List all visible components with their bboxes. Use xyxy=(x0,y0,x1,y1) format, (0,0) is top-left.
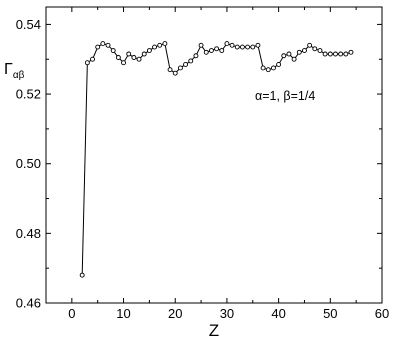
data-point xyxy=(234,44,240,50)
y-axis-title-subscript: αβ xyxy=(13,70,25,81)
x-tick-label: 40 xyxy=(271,306,285,321)
y-tick-label: 0.46 xyxy=(16,296,41,311)
data-point xyxy=(281,53,287,59)
y-tick-label: 0.54 xyxy=(16,17,41,32)
data-point xyxy=(183,62,189,67)
data-point xyxy=(152,44,158,50)
data-point xyxy=(307,42,313,48)
data-point xyxy=(136,56,142,62)
data-point xyxy=(110,48,116,53)
plot-frame xyxy=(45,6,383,304)
data-point xyxy=(219,48,225,53)
data-point xyxy=(255,42,261,48)
x-axis-title: Z xyxy=(209,321,219,340)
x-tick-label: 50 xyxy=(323,306,337,321)
data-point xyxy=(291,56,297,62)
data-point xyxy=(270,65,276,71)
data-point xyxy=(333,51,338,57)
data-point xyxy=(343,51,349,57)
y-tick-label: 0.52 xyxy=(16,87,41,102)
data-point xyxy=(157,42,163,48)
data-point xyxy=(90,56,95,62)
data-point xyxy=(115,55,121,60)
data-point xyxy=(79,272,85,278)
y-axis-title-main: Γ xyxy=(4,61,13,78)
data-point xyxy=(162,41,168,47)
data-point xyxy=(229,42,235,48)
data-point xyxy=(84,60,90,66)
data-point xyxy=(131,55,137,60)
data-point xyxy=(296,49,302,55)
data-point xyxy=(167,67,173,73)
data-point xyxy=(203,49,209,55)
data-point xyxy=(338,51,344,57)
data-point xyxy=(276,62,282,67)
annotation-parameters: α=1, β=1/4 xyxy=(255,89,315,103)
data-point xyxy=(188,58,194,64)
data-point xyxy=(265,67,271,73)
data-point xyxy=(348,49,354,55)
data-point xyxy=(312,46,318,52)
data-point xyxy=(208,48,214,53)
x-tick-label: 10 xyxy=(116,306,130,321)
data-point xyxy=(260,65,266,71)
data-point xyxy=(146,48,152,53)
y-tick-label: 0.50 xyxy=(16,156,41,171)
data-point xyxy=(198,42,204,48)
data-point xyxy=(286,51,292,57)
data-point xyxy=(172,70,178,76)
data-point xyxy=(193,53,199,59)
x-tick-label: 60 xyxy=(375,306,389,321)
data-points xyxy=(79,41,354,278)
y-tick-label: 0.48 xyxy=(16,226,41,241)
x-tick-label: 30 xyxy=(220,306,234,321)
series-line xyxy=(81,42,352,276)
data-point xyxy=(322,51,328,57)
axis-ticks xyxy=(45,7,383,304)
data-point xyxy=(100,41,106,47)
data-point xyxy=(121,60,126,66)
data-point xyxy=(141,51,147,57)
data-point xyxy=(177,65,183,71)
data-point xyxy=(239,44,245,50)
data-point xyxy=(126,51,132,57)
data-point xyxy=(327,51,333,57)
data-point xyxy=(317,48,323,53)
y-axis-title: Γαβ xyxy=(4,61,25,81)
data-point xyxy=(95,44,101,50)
axis-tick-labels: 0 10 20 30 40 50 60 0.46 0.48 0.50 0.52 0.54 xyxy=(16,17,390,321)
x-tick-label: 0 xyxy=(68,306,75,321)
data-point xyxy=(245,44,251,50)
x-tick-label: 20 xyxy=(168,306,182,321)
data-point xyxy=(224,41,230,47)
data-point xyxy=(105,42,111,48)
data-point xyxy=(214,46,220,52)
data-point xyxy=(302,48,307,53)
data-point xyxy=(250,44,256,50)
